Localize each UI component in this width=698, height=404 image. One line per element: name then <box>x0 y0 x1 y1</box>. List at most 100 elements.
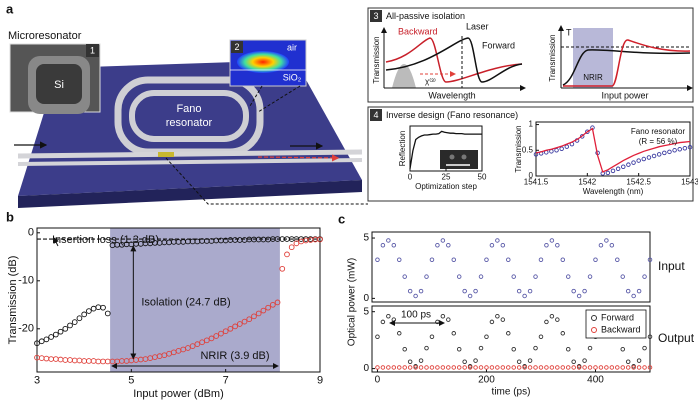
data-point <box>241 318 248 325</box>
data-point <box>48 334 55 340</box>
data-point <box>478 365 484 370</box>
data-point <box>576 293 582 299</box>
bus-waveguide <box>17 149 363 159</box>
y-axis-label: Optical power (mW) <box>347 258 358 346</box>
data-point <box>598 365 604 370</box>
data-point <box>500 243 506 248</box>
inset-number: 2 <box>234 42 239 52</box>
data-point <box>440 238 446 243</box>
data-point <box>288 244 295 251</box>
data-point <box>67 357 73 363</box>
data-point <box>189 343 196 349</box>
data-point <box>647 334 653 339</box>
data-point <box>593 365 598 370</box>
data-point <box>582 358 587 363</box>
data-point <box>620 365 625 370</box>
y-tick-label: 0 <box>363 293 369 304</box>
data-point <box>646 155 652 160</box>
data-point <box>386 238 391 243</box>
data-point <box>565 365 571 370</box>
data-point <box>456 365 462 370</box>
data-point <box>576 365 582 370</box>
data-point <box>538 365 544 370</box>
annotation: Fano resonator <box>631 127 686 136</box>
data-point <box>564 144 570 149</box>
data-point <box>656 152 662 157</box>
data-point <box>527 358 533 363</box>
data-point <box>317 236 323 243</box>
legend-marker <box>591 327 597 333</box>
data-point <box>90 358 97 364</box>
data-point <box>413 293 418 299</box>
data-point <box>62 357 69 363</box>
panel-label: a <box>6 1 14 16</box>
sem-core <box>36 64 82 104</box>
data-point <box>67 322 73 329</box>
inset-number: 1 <box>90 45 95 55</box>
leader-line <box>165 157 368 205</box>
leader-line <box>249 85 263 107</box>
series-label: Forward <box>482 40 515 50</box>
data-point <box>255 310 262 317</box>
data-point <box>62 325 69 332</box>
sem-hole <box>449 154 455 160</box>
data-point <box>642 345 647 351</box>
panel-number: 4 <box>373 110 378 120</box>
data-point <box>549 365 555 370</box>
annotation: Isolation (24.7 dB) <box>141 296 230 308</box>
data-point <box>625 288 631 294</box>
legend-marker <box>591 315 597 321</box>
x-axis-label: Optimization step <box>415 182 477 191</box>
data-point <box>440 313 446 319</box>
data-point <box>100 358 106 365</box>
data-point <box>380 365 386 370</box>
data-point <box>57 328 64 335</box>
inner-ring <box>129 90 249 142</box>
data-point <box>71 357 78 364</box>
series-label: Backward <box>398 26 438 36</box>
data-point <box>391 243 397 248</box>
data-point <box>626 162 631 167</box>
plot-frame <box>36 227 321 373</box>
data-point <box>516 359 522 365</box>
data-point <box>38 338 45 345</box>
data-point <box>620 274 625 279</box>
legend-box <box>585 309 647 339</box>
data-point <box>446 365 451 370</box>
data-point <box>429 334 435 339</box>
data-point <box>402 274 407 279</box>
data-point <box>451 331 457 336</box>
region-label: NRIR <box>583 73 603 82</box>
data-point <box>555 365 560 370</box>
x-axis-label: time (ps) <box>492 387 531 398</box>
data-point <box>506 331 511 336</box>
data-point <box>615 257 620 263</box>
data-point <box>489 319 495 325</box>
y-tick-label: 0 <box>28 227 34 239</box>
data-point <box>462 359 467 365</box>
data-point <box>236 321 243 327</box>
legend-label: Backward <box>601 324 641 334</box>
data-point <box>451 257 457 263</box>
inset-title: Microresonator <box>8 30 82 42</box>
y-tick-label: 0.5 <box>522 145 534 154</box>
data-point <box>565 346 571 352</box>
inset-number-box <box>86 44 99 57</box>
data-point <box>500 365 506 370</box>
data-point <box>533 274 538 279</box>
data-point <box>53 356 59 362</box>
axis-label: Input power <box>601 90 648 100</box>
data-point <box>636 288 642 294</box>
data-point <box>194 341 201 348</box>
data-point <box>251 313 257 320</box>
data-point <box>446 243 451 248</box>
data-point <box>451 365 457 370</box>
x-tick-label: 3 <box>34 375 40 387</box>
data-point <box>462 288 467 294</box>
x-tick-label: 5 <box>128 375 134 387</box>
data-point <box>71 319 78 325</box>
data-point <box>621 164 626 169</box>
annotation: Insertion loss (1.3 dB) <box>52 234 159 246</box>
data-point <box>549 313 555 319</box>
data-point <box>456 346 462 352</box>
